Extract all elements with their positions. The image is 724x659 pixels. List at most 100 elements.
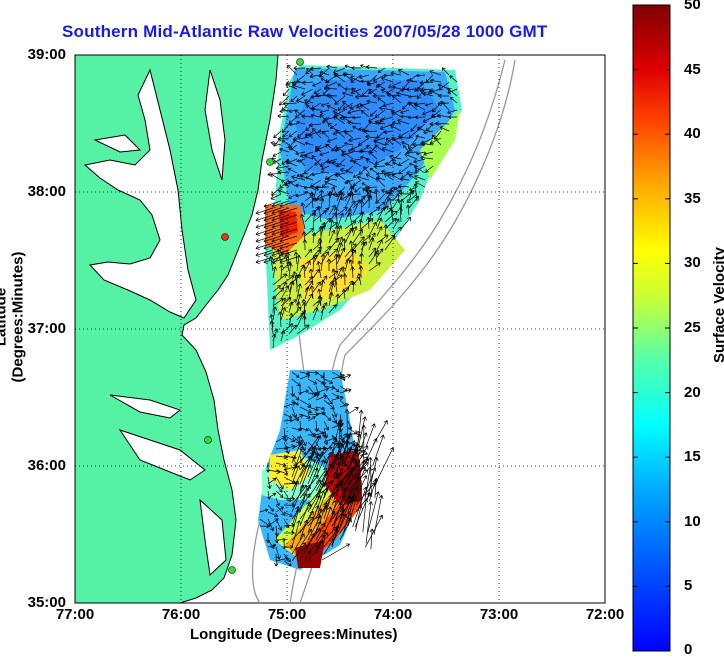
- velocity-arrow: [335, 446, 353, 489]
- velocity-arrow: [299, 374, 311, 380]
- y-tick-label: 38:00: [27, 183, 66, 200]
- velocity-arrow: [347, 445, 369, 481]
- velocity-arrow: [360, 110, 370, 118]
- velocity-arrow: [291, 392, 300, 401]
- velocity-arrow: [299, 533, 316, 562]
- velocity-arrow: [417, 126, 426, 132]
- velocity-arrow: [315, 431, 325, 436]
- velocity-arrow: [331, 392, 340, 398]
- velocity-arrow: [366, 216, 371, 230]
- velocity-arrow: [397, 184, 410, 189]
- velocity-arrow: [335, 129, 346, 139]
- velocity-arrow: [351, 66, 362, 71]
- velocity-arrow: [344, 191, 354, 209]
- velocity-arrow: [271, 200, 290, 208]
- velocity-arrow: [336, 192, 344, 209]
- velocity-arrow: [281, 158, 290, 165]
- velocity-arrow: [275, 483, 283, 493]
- velocity-arrow: [369, 528, 375, 550]
- velocity-arrow: [323, 465, 335, 485]
- x-tick-label: 76:00: [161, 606, 201, 623]
- velocity-arrow: [429, 89, 442, 97]
- velocity-arrow: [325, 143, 338, 153]
- velocity-arrow: [363, 129, 378, 135]
- velocity-arrow: [301, 114, 314, 119]
- velocity-arrow: [321, 131, 330, 139]
- velocity-arrow: [408, 190, 414, 202]
- velocity-arrow: [279, 95, 290, 106]
- velocity-arrow: [307, 529, 327, 555]
- velocity-arrow: [310, 94, 322, 99]
- velocity-arrow: [307, 406, 319, 412]
- colorbar-tick-label: 50: [684, 0, 701, 13]
- velocity-arrow: [350, 266, 355, 279]
- velocity-arrow: [275, 476, 284, 490]
- velocity-arrow: [288, 146, 298, 153]
- velocity-arrow: [309, 73, 322, 79]
- velocity-arrow: [388, 81, 402, 89]
- velocity-arrow: [315, 145, 322, 153]
- colorbar-tick-label: 10: [684, 513, 701, 530]
- velocity-arrow: [291, 371, 300, 378]
- colorbar-label: Surface Velocity (cm/s): [711, 247, 724, 363]
- velocity-arrow: [323, 434, 329, 446]
- velocity-arrow: [367, 185, 378, 190]
- velocity-arrow: [365, 423, 376, 447]
- velocity-arrow: [271, 207, 290, 215]
- velocity-arrow: [270, 173, 282, 181]
- velocity-arrow: [376, 226, 383, 237]
- velocity-arrow: [310, 113, 322, 118]
- velocity-arrow: [320, 217, 332, 230]
- velocity-arrow: [291, 413, 300, 422]
- velocity-arrow: [399, 198, 405, 216]
- velocity-arrow: [379, 116, 394, 123]
- velocity-arrow: [327, 137, 338, 143]
- grid-lines: [75, 55, 605, 603]
- velocity-arrow: [404, 153, 418, 160]
- velocity-arrow: [339, 115, 354, 121]
- velocity-arrow: [420, 87, 434, 93]
- velocity-arrow: [365, 501, 374, 544]
- velocity-arrow: [355, 475, 368, 499]
- velocity-arrow: [326, 104, 338, 111]
- velocity-arrow: [347, 420, 353, 430]
- velocity-arrow: [352, 236, 365, 251]
- velocity-arrow: [448, 115, 458, 119]
- velocity-arrow: [335, 172, 346, 181]
- velocity-arrow: [291, 175, 306, 181]
- colorbar-tick-label: 15: [684, 448, 701, 465]
- velocity-arrow: [342, 100, 354, 111]
- velocity-arrow: [373, 164, 386, 169]
- velocity-arrow: [361, 88, 370, 97]
- velocity-arrow: [302, 239, 308, 251]
- velocity-arrow: [415, 134, 426, 139]
- velocity-arrow: [255, 221, 274, 229]
- velocity-arrow: [292, 138, 306, 146]
- velocity-arrow: [305, 141, 314, 146]
- velocity-arrow: [408, 196, 419, 209]
- velocity-arrow: [429, 121, 442, 127]
- velocity-arrow: [307, 515, 322, 541]
- velocity-arrow: [335, 293, 341, 307]
- velocity-arrow: [263, 214, 282, 222]
- velocity-arrow: [269, 314, 275, 328]
- velocity-arrow: [312, 210, 327, 223]
- colorbar-tick-label: 20: [684, 384, 701, 401]
- velocity-arrow: [391, 109, 402, 115]
- velocity-arrow: [441, 67, 450, 76]
- velocity-arrow: [350, 76, 362, 83]
- velocity-arrow: [275, 165, 290, 171]
- velocity-arrow: [341, 288, 347, 300]
- velocity-arrow: [328, 237, 340, 251]
- velocity-arrow: [450, 96, 458, 104]
- velocity-arrow: [410, 123, 418, 132]
- velocity-arrow: [401, 141, 410, 146]
- velocity-arrow: [304, 190, 314, 195]
- velocity-arrow: [374, 188, 379, 202]
- velocity-arrow: [275, 469, 289, 476]
- velocity-arrow: [351, 281, 356, 293]
- x-tick-label: 74:00: [373, 606, 413, 623]
- velocity-arrow: [267, 504, 274, 512]
- velocity-arrow: [299, 434, 307, 447]
- velocity-arrow: [364, 514, 383, 548]
